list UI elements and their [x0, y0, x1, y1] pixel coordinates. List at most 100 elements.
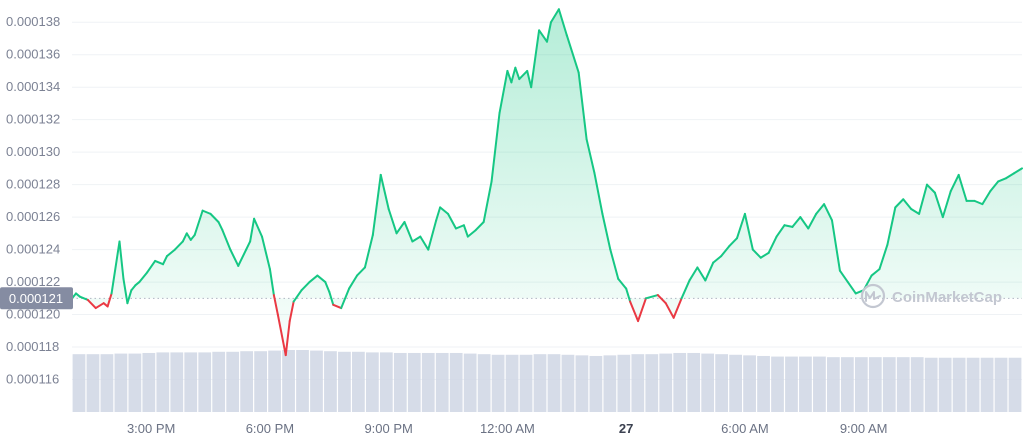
price-line-segment: [245, 240, 252, 251]
volume-bar: [519, 354, 533, 412]
volume-bar: [156, 352, 170, 412]
price-line-segment: [154, 259, 165, 266]
price-line-segment: [419, 235, 430, 251]
price-line-segment: [411, 235, 422, 243]
price-line-segment: [775, 224, 786, 238]
volume-bar: [813, 356, 826, 412]
volume-bar: [254, 351, 267, 412]
volume-bar: [310, 350, 323, 412]
price-line-segment: [379, 173, 390, 210]
volume-bar: [938, 357, 952, 412]
volume-bar: [631, 354, 645, 412]
volume-bar: [799, 356, 812, 412]
price-line-segment: [185, 232, 192, 241]
price-line-segment: [823, 203, 833, 222]
price-line-segment: [395, 220, 406, 235]
volume-bar: [365, 352, 379, 412]
price-line-segment: [78, 295, 89, 301]
price-line-segment: [122, 277, 129, 305]
volume-bar: [142, 352, 156, 412]
price-line-segment: [902, 198, 913, 210]
price-line-segment: [680, 279, 691, 300]
price-line-segment: [435, 206, 442, 222]
current-price-tag-bg: [0, 287, 73, 310]
volume-bar: [924, 357, 938, 412]
price-line-segment: [538, 29, 548, 43]
price-line-segment: [356, 266, 366, 277]
x-tick-label: 12:00 AM: [480, 421, 535, 436]
volume-bar: [854, 357, 868, 412]
price-line-segment: [933, 191, 944, 219]
price-line-segment: [981, 190, 992, 206]
price-line-segment: [229, 248, 240, 267]
price-line-segment: [221, 229, 232, 251]
volume-bar: [659, 353, 673, 412]
price-line-segment: [546, 21, 552, 43]
volume-bar: [729, 354, 742, 412]
volume-bar: [296, 350, 309, 412]
price-line-segment: [941, 190, 952, 219]
volume-bar: [421, 352, 435, 412]
price-line-segment: [585, 138, 596, 175]
price-line-segment: [482, 180, 493, 223]
volume-bar: [743, 355, 756, 412]
price-line-segment: [276, 313, 287, 357]
volume-bar: [128, 353, 142, 412]
volume-bar: [240, 351, 254, 412]
price-line-segment: [518, 69, 529, 81]
volume-bar: [715, 354, 729, 412]
price-line-segment: [514, 66, 521, 81]
volume-bar: [268, 350, 281, 412]
price-line-segment: [910, 208, 921, 215]
volume-bar: [561, 354, 575, 412]
volume-bar: [994, 357, 1008, 412]
y-axis-ticks: 0.000116 0.000118 0.000120 0.000122 0.000124…: [6, 14, 60, 386]
volume-bar: [617, 354, 631, 412]
price-line-segment: [767, 235, 778, 254]
price-line-segment: [209, 212, 220, 223]
price-line-segment: [193, 209, 204, 236]
price-line-segment: [696, 266, 707, 282]
volume-bar: [463, 353, 477, 412]
x-tick-label: 9:00 PM: [364, 421, 412, 436]
coinmarketcap-logo-icon: [860, 283, 886, 309]
price-line-segment: [664, 302, 675, 319]
price-line-segment: [989, 180, 1000, 193]
volume-bars: [72, 350, 1022, 412]
volume-bar: [338, 351, 351, 412]
price-line-segment: [348, 274, 358, 290]
price-line-segment: [324, 281, 331, 293]
price-line-segment: [166, 248, 176, 258]
price-area-fill: [72, 9, 1022, 356]
price-line-segment: [506, 69, 513, 84]
volume-bar: [785, 356, 798, 412]
volume-bar: [533, 354, 547, 412]
x-tick-label: 6:00 PM: [246, 421, 294, 436]
price-line-segment: [308, 274, 319, 284]
price-line-segment: [526, 69, 533, 89]
price-line-segment: [447, 212, 457, 230]
price-line-segment: [237, 248, 248, 267]
volume-bar: [491, 354, 505, 412]
price-line-segment: [371, 173, 382, 236]
price-line-segment: [926, 183, 936, 194]
price-line-segment: [300, 281, 311, 292]
price-line-segment: [328, 290, 335, 306]
watermark-text: CoinMarketCap: [892, 289, 1002, 306]
price-line-segment: [106, 292, 113, 308]
volume-bar: [184, 352, 198, 412]
volume-bar: [352, 351, 365, 412]
volume-bar: [645, 354, 659, 412]
volume-bar: [72, 354, 86, 412]
price-line-segment: [530, 29, 541, 89]
price-line-segment: [720, 245, 731, 258]
price-line-segment: [637, 297, 647, 323]
price-line-segment: [462, 224, 469, 238]
volume-bar: [282, 350, 295, 412]
price-line-segment: [838, 269, 849, 284]
volume-bar: [827, 357, 840, 412]
price-line-segment: [474, 220, 485, 232]
price-line-segment: [815, 203, 826, 215]
price-line-segment: [712, 255, 723, 264]
